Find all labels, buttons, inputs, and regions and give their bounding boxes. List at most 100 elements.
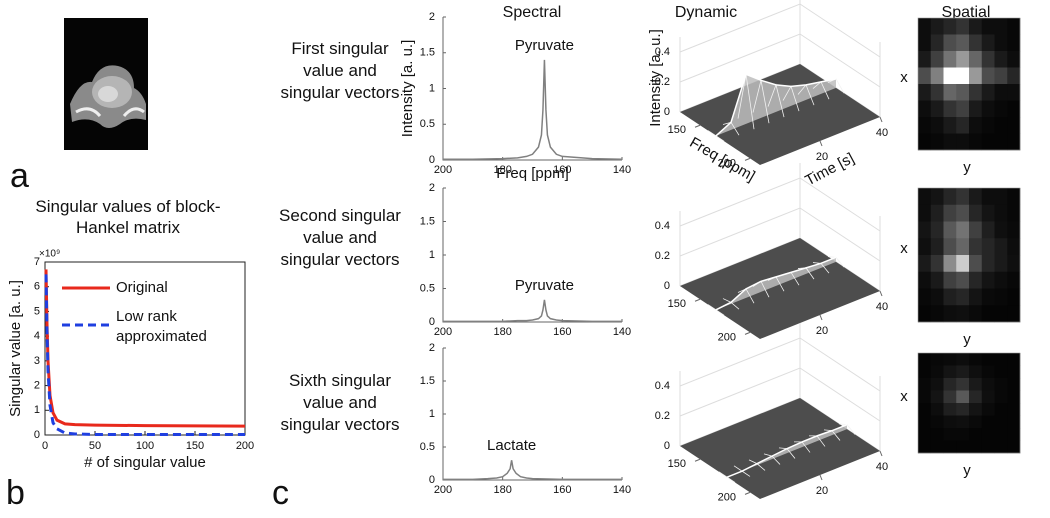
y-tick [744,331,751,335]
heatmap-cell [930,34,944,52]
grid-line [679,177,881,232]
x-tick-label: 50 [89,440,101,452]
x-tick-label: 40 [876,127,888,139]
heatmap-cell [994,378,1008,391]
heatmap-cell [994,117,1008,134]
heatmap-cell [918,188,932,206]
heatmap-cell [956,67,970,85]
heatmap-cell [918,18,932,35]
heatmap-cell [918,271,932,289]
heatmap-cell [969,67,983,85]
panel-label: b [6,474,25,512]
heatmap-cell [994,305,1008,323]
x-axis-label: # of singular value [84,454,206,471]
heatmap-cell [956,18,970,35]
heatmap-cell [981,365,995,379]
x-tick-label: 180 [493,164,511,176]
heatmap-cell [943,133,957,151]
z-tick-label: 0.2 [655,76,670,88]
heatmap-cell [969,415,983,429]
y-axis-label: x [900,240,908,257]
y-tick [744,491,751,495]
heatmap-cell [994,415,1008,429]
heatmap-cell [1007,365,1021,379]
heatmap-cell [981,288,995,306]
heatmap-cell [994,428,1008,441]
heatmap-cell [943,305,957,323]
z-tick-label: 0.4 [655,220,670,232]
spectrum-line [443,460,622,481]
y-tick-label: 1.5 [420,215,435,227]
heatmap-cell [1007,18,1021,35]
heatmap-cell [1007,255,1021,273]
heatmap-cell [943,221,957,239]
spectrum-line [443,59,623,161]
heatmap-cell [1007,34,1021,52]
heatmap-cell [918,255,932,273]
heatmap-cell [943,353,957,366]
y-tick-label: 0.5 [420,118,435,130]
x-tick-label: 20 [816,325,828,337]
heatmap-cell [994,100,1008,118]
x-tick-label: 160 [553,326,571,338]
y-tick [694,124,701,128]
heatmap-cell [994,271,1008,289]
heatmap-cell [956,365,970,379]
column-title: Spectral [503,4,562,21]
x-axis-label: y [963,159,971,176]
x-axis-label: y [963,331,971,348]
y-tick-label: 1 [429,249,435,261]
y-tick-label: 0.5 [420,282,435,294]
heatmap-cell [956,378,970,391]
y-offset-label: ×10⁹ [39,249,60,260]
heatmap-cell [981,403,995,416]
heatmap-cell [969,204,983,222]
heatmap-frame [917,17,1021,151]
heatmap-cell [969,51,983,68]
heatmap-cell [956,133,970,151]
x-tick-label: 0 [42,440,48,452]
heatmap-cell [918,403,932,416]
x-tick [879,290,883,297]
heatmap-cell [956,188,970,206]
heatmap-cell [1007,415,1021,429]
heatmap-cell [956,390,970,404]
y-tick-label: 6 [34,281,40,293]
peak-annotation: Pyruvate [515,37,574,54]
heatmap-cell [994,238,1008,256]
heatmap-cell [969,117,983,134]
heatmap-cell [981,390,995,404]
heatmap-cell [981,84,995,101]
heatmap-cell [981,117,995,134]
heatmap-cell [956,271,970,289]
chart-title: Singular values of block-Hankel matrix [35,197,221,237]
heatmap-cell [981,100,995,118]
row-label: First singular value and singular vector… [280,39,400,102]
heatmap-cell [1007,188,1021,206]
y-axis-label: x [900,69,908,86]
spectrum-line [443,299,622,323]
z-axis-label: Intensity [a. u.] [647,29,664,127]
z-tick-label: 0 [664,106,670,118]
heatmap-cell [943,365,957,379]
row-label: Sixth singular value and singular vector… [280,371,400,434]
heatmap-cell [956,204,970,222]
heatmap-cell [930,67,944,85]
heatmap-cell [969,440,983,454]
heatmap-cell [969,271,983,289]
heatmap-cell [956,255,970,273]
heatmap-cell [994,84,1008,101]
heatmap-cell [943,204,957,222]
y-tick [744,157,751,161]
heatmap-cell [994,204,1008,222]
heatmap-cell [981,204,995,222]
heatmap-cell [981,415,995,429]
heatmap-cell [930,18,944,35]
y-axis-label: Intensity [a. u.] [399,40,416,138]
heatmap-cell [930,440,944,454]
y-tick-label: 0 [429,474,435,486]
heatmap-cell [969,34,983,52]
heatmap-cell [981,188,995,206]
heatmap-cell [1007,204,1021,222]
